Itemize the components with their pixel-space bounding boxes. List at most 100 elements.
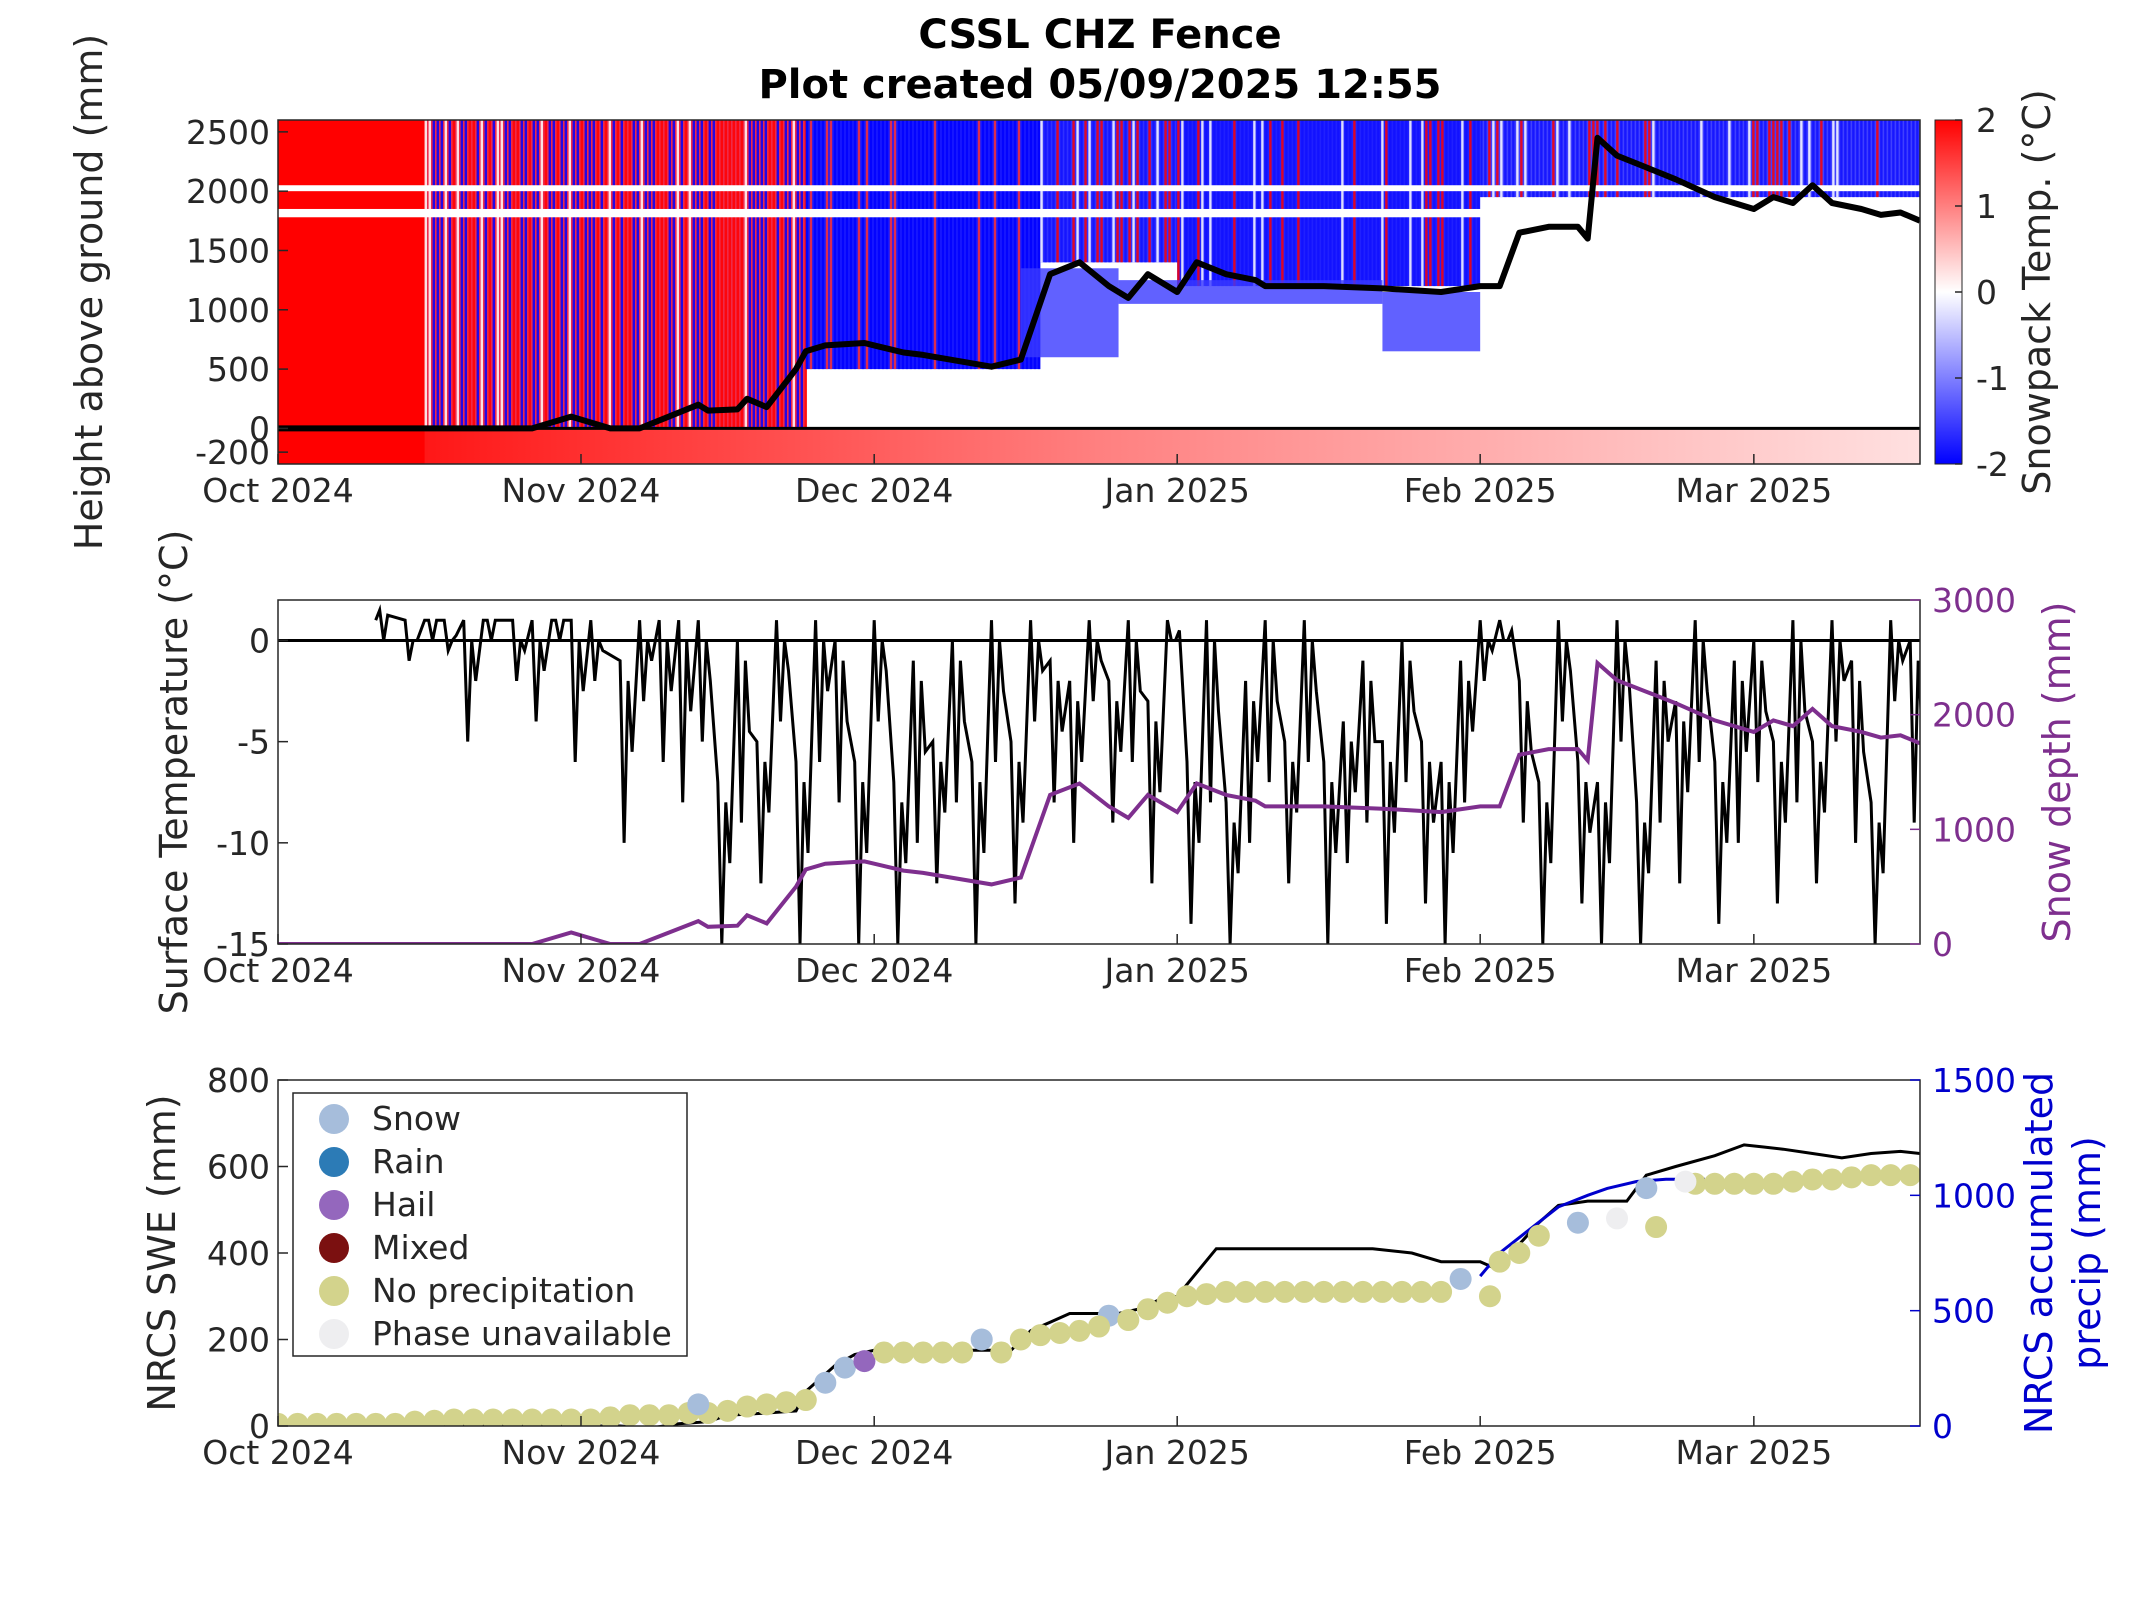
heatmap-cell (1225, 120, 1228, 287)
heatmap-cell (588, 120, 592, 429)
heatmap-cell (1453, 120, 1456, 287)
heatmap-cell (484, 120, 488, 429)
heatmap-cell (1556, 120, 1559, 198)
heatmap-cell (1480, 120, 1483, 198)
heatmap-cell (1261, 120, 1264, 287)
heatmap-cell (760, 120, 764, 429)
heatmap-cell (849, 120, 853, 370)
swe-point (579, 1408, 602, 1426)
heatmap-cell (1201, 120, 1204, 287)
heatmap-cell (861, 120, 865, 370)
heatmap-cell (600, 120, 604, 429)
heatmap-cell (913, 120, 917, 370)
heatmap-cell (556, 120, 560, 429)
swe-point (345, 1412, 368, 1426)
heatmap-cell (1213, 120, 1216, 287)
heatmap-cell (1417, 120, 1420, 287)
heatmap-cell (612, 120, 616, 429)
heatmap-cell (1249, 120, 1252, 287)
heatmap-cell (720, 120, 724, 429)
heatmap-cell (1221, 120, 1224, 287)
y-tick-label: 400 (207, 1234, 270, 1273)
heatmap-cell (1092, 120, 1095, 263)
heatmap-cell (1788, 120, 1791, 198)
heatmap-cell (676, 120, 680, 429)
heatmap-cell (1720, 120, 1723, 198)
heatmap-cell (532, 120, 536, 429)
heatmap-cell (1048, 120, 1051, 263)
swe-point (560, 1408, 583, 1426)
heatmap-cell (1197, 120, 1200, 287)
heatmap-cell (1672, 120, 1675, 198)
heatmap-cell (1068, 120, 1071, 263)
heatmap-cell (1608, 120, 1611, 198)
swe-point (1029, 1324, 1052, 1347)
heatmap-cell (1473, 120, 1476, 287)
heatmap-cell (1512, 120, 1515, 198)
heatmap-cell (1132, 120, 1135, 263)
heatmap-cell (873, 120, 877, 370)
swe-point (833, 1356, 856, 1379)
heatmap-cell (1148, 120, 1151, 263)
heatmap-cell (969, 120, 973, 370)
heatmap-cell (1209, 120, 1212, 287)
heatmap-cell (1868, 120, 1871, 198)
heatmap-cell (736, 120, 740, 429)
heatmap-cell (1680, 120, 1683, 198)
heatmap-cell (929, 120, 933, 370)
heatmap-cell (1168, 120, 1171, 263)
heatmap-cell (1792, 120, 1795, 198)
heatmap-cell (981, 120, 985, 370)
y-tick-label: -15 (216, 925, 270, 964)
heatmap-cell (1060, 120, 1063, 263)
swe-y-ticks: 800 600 400 200 0 (207, 1061, 288, 1446)
heatmap-cell (1309, 120, 1312, 287)
heatmap-cell (1433, 120, 1436, 287)
heatmap-cell (869, 120, 873, 370)
heatmap-x-ticks: Oct 2024 Nov 2024 Dec 2024 Jan 2025 Feb 2025… (202, 454, 1832, 510)
heatmap-cell (696, 120, 700, 429)
swe-point (1254, 1280, 1277, 1303)
heatmap-cell (524, 120, 528, 429)
heatmap-cell (1457, 120, 1460, 287)
colorbar-ticks: 2 1 0 -1 -2 (1955, 101, 2009, 484)
x-tick-label: Jan 2025 (1103, 1433, 1250, 1472)
swe-point (1048, 1322, 1071, 1345)
heatmap-cell (837, 120, 841, 370)
heatmap-cell (1856, 120, 1859, 198)
heatmap-cell (540, 120, 544, 429)
heatmap-cell (472, 120, 476, 429)
legend-label: Hail (372, 1185, 435, 1224)
heatmap-cell (1848, 120, 1851, 198)
heatmap-cell (1253, 120, 1256, 287)
swe-point (1068, 1319, 1091, 1342)
x-tick-label: Mar 2025 (1675, 951, 1832, 990)
heatmap-cell (1688, 120, 1691, 198)
heatmap-cell (1381, 120, 1384, 287)
heatmap-cell (644, 120, 648, 429)
heatmap-cell (668, 120, 672, 429)
precip-line (1479, 1177, 1705, 1278)
heatmap-cell (452, 120, 456, 429)
colorbar-tick-label: -2 (1976, 445, 2009, 484)
heatmap-cell (1437, 120, 1440, 287)
heatmap-cell (1812, 120, 1815, 198)
heatmap-cell (1333, 120, 1336, 287)
heatmap-cell (620, 120, 624, 429)
swe-point (990, 1341, 1013, 1364)
heatmap-cell (728, 120, 732, 429)
heatmap-cell (660, 120, 664, 429)
heatmap-cell (809, 120, 813, 370)
heatmap-cell (1860, 120, 1863, 198)
heatmap-cell (568, 120, 572, 429)
y-tick-label: -5 (237, 723, 270, 762)
chart-title: CSSL CHZ Fence (918, 12, 1281, 58)
heatmap-cell (1576, 120, 1579, 198)
heatmap-cell (444, 120, 448, 429)
heatmap-cell (1724, 120, 1727, 198)
y-tick-label: 600 (207, 1148, 270, 1187)
legend-label: Mixed (372, 1228, 469, 1267)
heatmap-cell (528, 120, 532, 429)
heatmap-cell (1552, 120, 1555, 198)
